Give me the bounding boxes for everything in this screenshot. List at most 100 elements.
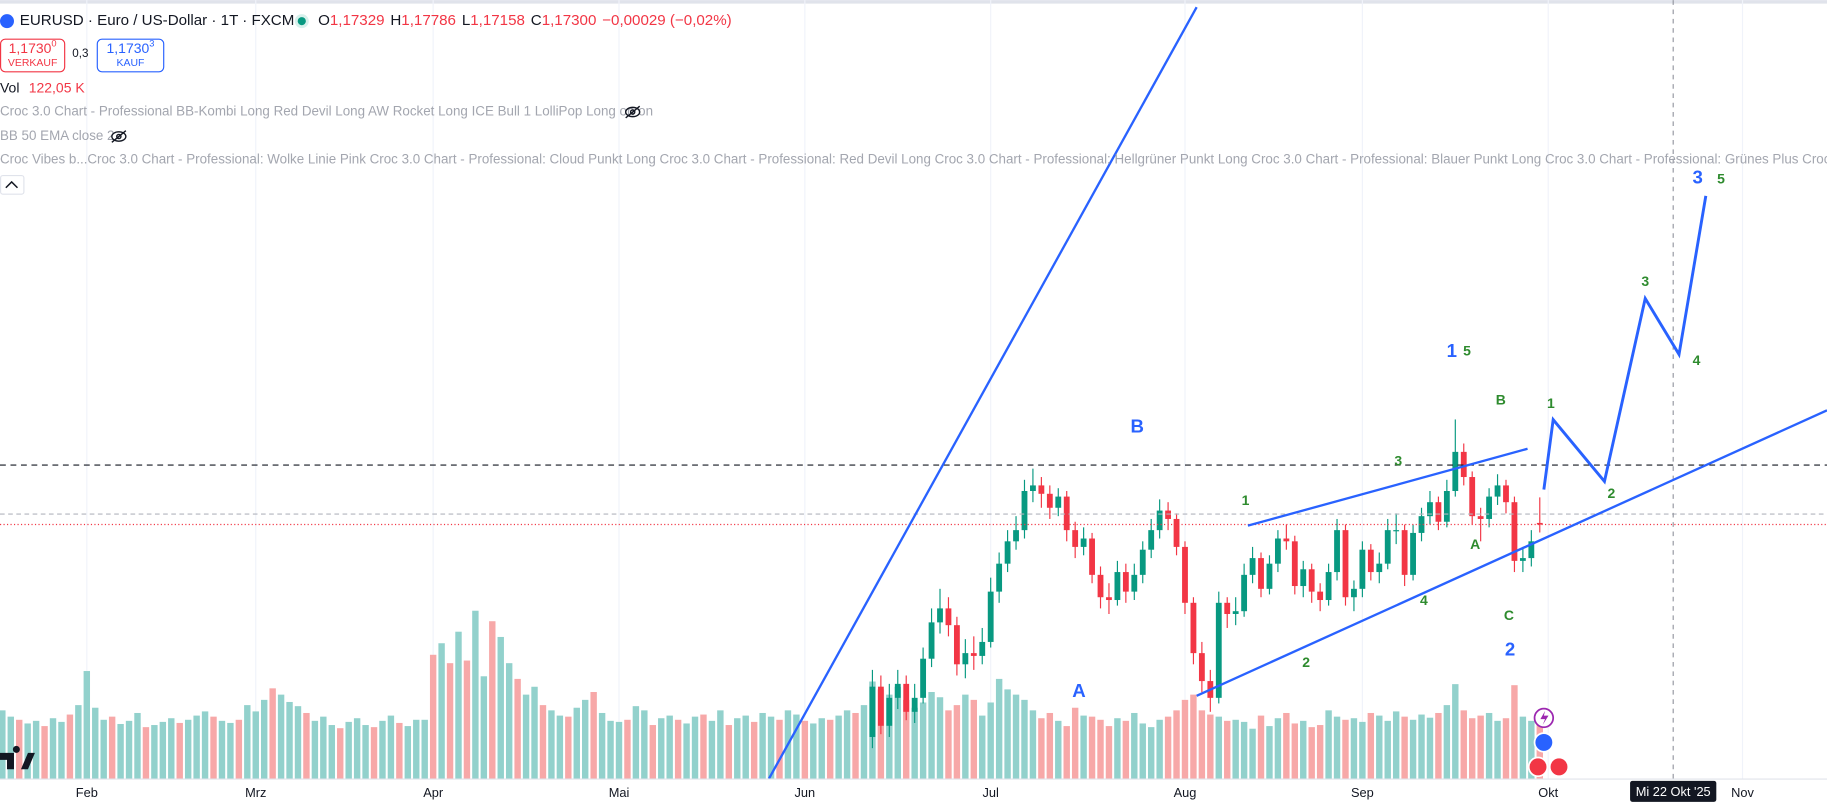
volume-bar (1308, 727, 1315, 779)
volume-bar (1164, 716, 1172, 779)
sell-box[interactable] (0, 38, 66, 73)
collapse-button[interactable] (0, 174, 25, 195)
volume-bar (742, 715, 749, 779)
symbol-title: EURUSD · Euro / US-Dollar · 1T · FXCM (20, 12, 295, 29)
volume-bar (852, 712, 859, 779)
volume-bar (1460, 710, 1467, 779)
volume-bar (1316, 725, 1324, 779)
logo[interactable] (0, 745, 35, 770)
volume-bar (843, 710, 851, 779)
volume-bar (1266, 726, 1273, 779)
ohlc-value: 1,17329 (330, 12, 385, 29)
volume-bar (514, 678, 521, 779)
volume-bar (269, 688, 276, 779)
ohlc-key: H (390, 12, 401, 29)
volume-bar (261, 699, 268, 779)
volume-bar (826, 719, 834, 779)
buy-box[interactable] (96, 38, 165, 73)
candle-body (1460, 451, 1467, 478)
x-tick-label: Jun (795, 785, 816, 800)
volume-bar (463, 660, 471, 779)
candle-body (1114, 572, 1121, 601)
buy-price-main[interactable]: 1,1730 (107, 40, 150, 56)
volume-bar (1359, 721, 1366, 779)
indicator-legend[interactable]: BB 50 EMA close 2 (0, 128, 115, 143)
volume-bar (970, 699, 978, 779)
candle-body (1139, 549, 1146, 575)
economic-event-icon[interactable] (1533, 732, 1555, 753)
buy-button[interactable]: 1,17303 KAUF (96, 38, 165, 73)
volume-bar (1249, 728, 1256, 779)
volume-bar (1207, 714, 1214, 779)
candle-body (1342, 530, 1349, 598)
flag-icon[interactable] (1527, 756, 1549, 778)
crosshair-label: Mi 22 Okt '25 (1636, 784, 1711, 799)
buy-price[interactable]: 1,17303 (107, 39, 155, 56)
volume-bar (1021, 699, 1028, 779)
volume-bar (497, 636, 504, 779)
volume-bar (1063, 726, 1070, 779)
volume-bar (1131, 712, 1138, 779)
volume-bar (1097, 719, 1104, 779)
volume-bar (1342, 719, 1349, 779)
change: −0,00029 (−0,02%) (602, 12, 732, 29)
hidden-eye-icon[interactable] (111, 130, 127, 143)
volume-bar (582, 699, 589, 779)
sell-button[interactable]: 1,17300 VERKAUF (0, 38, 66, 73)
flag-icon[interactable] (1548, 756, 1570, 778)
trend-line (767, 6, 1198, 779)
volume-bar (108, 716, 116, 779)
candle-body (1232, 611, 1239, 614)
volume-bar (835, 715, 842, 779)
collapse-chevron[interactable] (5, 180, 19, 189)
indicator-legend[interactable]: Croc Vibes b... (0, 151, 87, 166)
wave-label: 4 (1420, 592, 1428, 608)
candle-body (1241, 574, 1248, 612)
volume-bar (1376, 715, 1383, 779)
volume-bar (184, 719, 192, 779)
collapse-box[interactable] (0, 174, 25, 195)
volume-bar (1477, 715, 1484, 779)
sell-price-main[interactable]: 1,1730 (9, 40, 52, 56)
candle-body (1013, 530, 1019, 542)
volume-bar (193, 715, 200, 779)
candle-body (1435, 502, 1442, 522)
candle-body (945, 608, 952, 626)
sell-price[interactable]: 1,17300 (9, 39, 57, 56)
ohlc-key: L (462, 12, 470, 29)
candle-body (1300, 569, 1307, 587)
volume-bar (1485, 712, 1493, 779)
x-tick-label: Jul (983, 785, 999, 800)
volume-bar (1333, 716, 1341, 779)
indicator-legend[interactable]: Croc 3.0 Chart - Professional BB-Kombi L… (0, 104, 653, 119)
volume-bar (590, 692, 597, 779)
candle-body (1182, 546, 1188, 603)
volume-bar (750, 721, 758, 779)
candle-body (970, 653, 977, 656)
projection-path (1542, 195, 1708, 490)
sell-label[interactable]: VERKAUF (8, 58, 57, 69)
volume-bar (1198, 710, 1206, 779)
candle-body (1258, 558, 1264, 589)
sell-pip[interactable]: 0 (51, 39, 56, 49)
volume-bar (615, 721, 623, 779)
wave-label: C (1504, 607, 1514, 623)
candle-body (1080, 538, 1087, 547)
hidden-eye-icon[interactable] (625, 105, 641, 119)
volume-bar (387, 715, 395, 779)
volume-bar (100, 719, 107, 779)
candle-body (1325, 572, 1332, 601)
volume-bar (1038, 718, 1045, 779)
volume-bar (1409, 719, 1417, 779)
buy-label[interactable]: KAUF (117, 58, 145, 69)
candle-body (1427, 502, 1433, 517)
candle-body (996, 563, 1003, 592)
volume-bar (24, 723, 31, 779)
buy-pip[interactable]: 3 (149, 39, 154, 49)
volume-bar (345, 721, 352, 779)
volume-bar (548, 710, 555, 779)
candle-body (1131, 574, 1138, 592)
indicator-legend[interactable]: Croc 3.0 Chart - Professional: Wolke Lin… (87, 151, 1827, 166)
volume-bar (176, 722, 183, 779)
volume-bar (1392, 711, 1400, 779)
